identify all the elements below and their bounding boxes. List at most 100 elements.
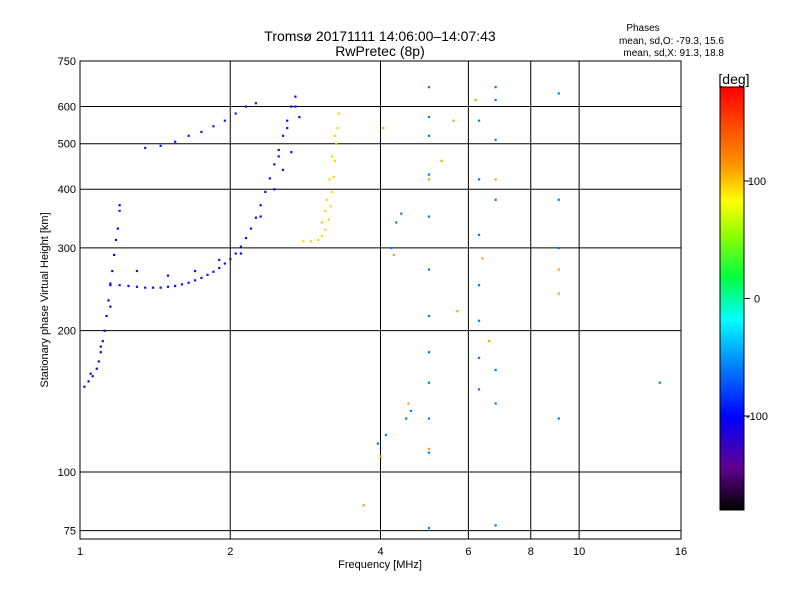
data-point bbox=[477, 388, 481, 391]
data-point bbox=[87, 380, 90, 383]
data-point bbox=[477, 284, 481, 287]
data-point bbox=[234, 112, 237, 115]
data-point bbox=[392, 253, 395, 257]
data-point bbox=[324, 209, 327, 212]
data-point bbox=[116, 227, 119, 230]
data-point bbox=[324, 228, 327, 231]
data-point bbox=[281, 168, 285, 171]
data-point bbox=[405, 417, 408, 420]
data-point bbox=[281, 134, 285, 137]
data-point bbox=[337, 112, 341, 115]
data-point bbox=[109, 305, 112, 308]
colorbar-ticks: 100 0 -100 bbox=[744, 176, 768, 423]
y-tick-label: 100 bbox=[58, 467, 76, 479]
grid-lines bbox=[80, 60, 681, 539]
data-point bbox=[557, 92, 560, 95]
scatter-points bbox=[83, 86, 661, 530]
data-point bbox=[333, 159, 337, 162]
data-point bbox=[107, 299, 110, 302]
data-point bbox=[286, 119, 289, 122]
data-point bbox=[180, 283, 184, 286]
data-point bbox=[290, 105, 293, 108]
data-point bbox=[118, 284, 121, 287]
data-point bbox=[223, 119, 226, 122]
data-point bbox=[286, 127, 289, 130]
data-point bbox=[218, 258, 221, 262]
data-point bbox=[187, 134, 190, 137]
data-point bbox=[277, 148, 280, 152]
data-point bbox=[109, 282, 112, 285]
data-point bbox=[379, 455, 382, 458]
data-point bbox=[452, 119, 455, 122]
data-point bbox=[427, 526, 431, 530]
data-point bbox=[494, 402, 497, 405]
x-tick-label: 2 bbox=[227, 546, 233, 558]
data-point bbox=[187, 281, 190, 284]
y-tick-label: 400 bbox=[58, 184, 76, 196]
data-point bbox=[658, 381, 661, 384]
data-point bbox=[114, 238, 118, 242]
data-point bbox=[557, 417, 560, 420]
data-point bbox=[91, 375, 94, 378]
data-point bbox=[239, 252, 243, 255]
data-point bbox=[317, 238, 320, 242]
data-point bbox=[427, 215, 431, 218]
data-point bbox=[294, 95, 297, 98]
data-point bbox=[200, 276, 203, 280]
data-point bbox=[427, 381, 431, 384]
data-point bbox=[427, 134, 431, 137]
data-point bbox=[159, 286, 162, 289]
series-group bbox=[376, 86, 661, 530]
data-point bbox=[89, 372, 92, 375]
data-point bbox=[101, 340, 104, 343]
x-tick-label: 1 bbox=[77, 546, 83, 558]
x-tick-label: 6 bbox=[465, 546, 471, 558]
data-point bbox=[166, 285, 170, 288]
data-point bbox=[159, 144, 162, 147]
data-point bbox=[440, 159, 443, 162]
data-point bbox=[264, 190, 267, 193]
data-point bbox=[481, 257, 484, 260]
data-point bbox=[477, 356, 481, 360]
data-point bbox=[332, 175, 335, 179]
data-point bbox=[99, 351, 102, 354]
y-axis-ticks: 75 100 200 300 400 500 600 750 bbox=[58, 56, 76, 538]
colorbar-tick-label: -100 bbox=[746, 411, 768, 423]
data-point bbox=[206, 273, 209, 276]
data-point bbox=[103, 329, 106, 332]
series-group bbox=[83, 204, 121, 388]
data-point bbox=[494, 198, 497, 201]
data-point bbox=[105, 314, 108, 318]
data-point bbox=[229, 258, 232, 261]
data-point bbox=[234, 252, 237, 255]
data-point bbox=[244, 105, 248, 108]
data-point bbox=[298, 115, 301, 119]
data-point bbox=[212, 270, 215, 273]
data-point bbox=[249, 227, 253, 230]
data-point bbox=[427, 451, 431, 454]
data-point bbox=[223, 262, 226, 265]
data-point bbox=[384, 433, 388, 437]
data-point bbox=[320, 235, 323, 238]
data-point bbox=[325, 198, 328, 201]
series-group bbox=[118, 102, 257, 212]
data-point bbox=[113, 253, 116, 257]
data-point bbox=[166, 274, 170, 277]
data-point bbox=[427, 268, 431, 271]
data-point bbox=[336, 127, 339, 130]
colorbar-tick-label: 0 bbox=[754, 294, 760, 306]
data-point bbox=[382, 127, 385, 130]
y-tick-label: 300 bbox=[58, 243, 76, 255]
plot-frame bbox=[79, 60, 682, 540]
data-point bbox=[409, 409, 412, 412]
series-group bbox=[302, 112, 341, 243]
data-point bbox=[259, 204, 262, 207]
data-point bbox=[200, 130, 203, 134]
data-point bbox=[333, 134, 337, 137]
data-point bbox=[290, 151, 293, 154]
colorbar-unit-label: [deg] bbox=[718, 71, 749, 87]
data-point bbox=[427, 178, 431, 181]
data-point bbox=[218, 266, 221, 270]
data-point bbox=[427, 351, 431, 354]
